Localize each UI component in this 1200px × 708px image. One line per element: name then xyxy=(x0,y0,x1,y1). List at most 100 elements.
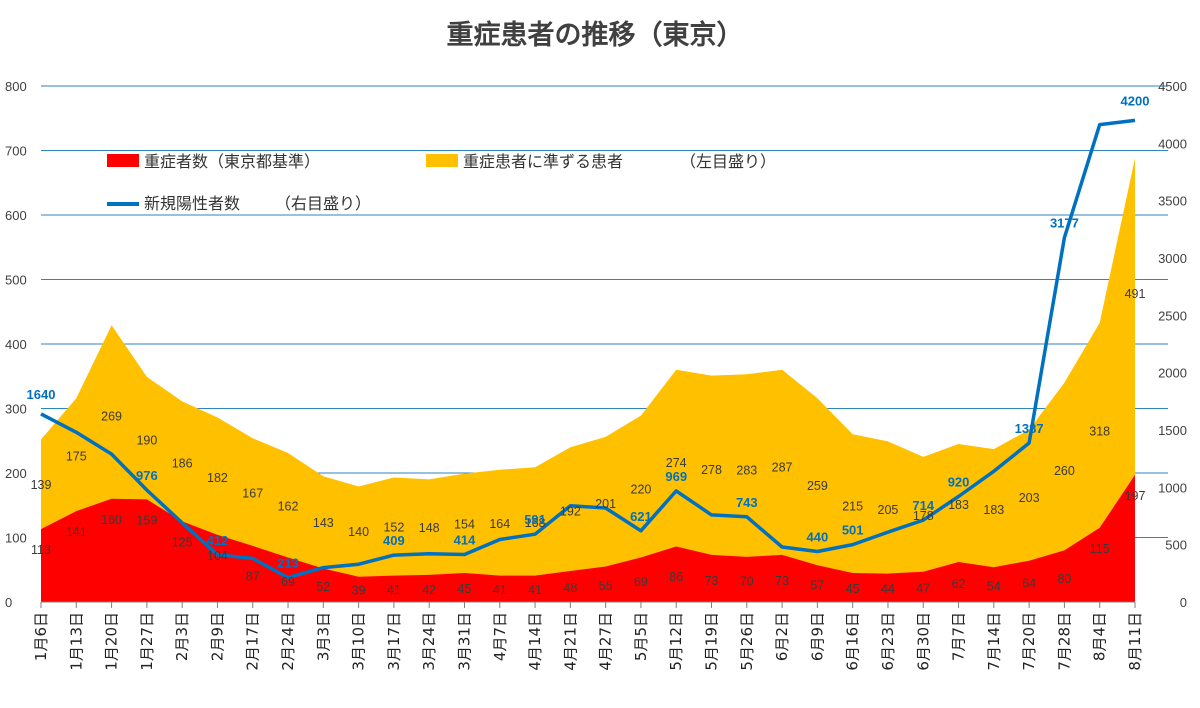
y-right-tick: 4000 xyxy=(1158,136,1187,151)
legend-label-positive: 新規陽性者数 xyxy=(144,194,240,213)
y-right-tick: 500 xyxy=(1165,538,1187,553)
label-quasi: 205 xyxy=(878,503,899,517)
x-tick-label: 6月16日 xyxy=(844,612,862,671)
y-right-tick: 1000 xyxy=(1158,480,1187,495)
label-quasi: 168 xyxy=(525,516,546,530)
x-tick-label: 3月17日 xyxy=(385,612,403,671)
x-tick-label: 1月27日 xyxy=(138,612,156,671)
label-severe: 41 xyxy=(528,583,542,597)
y-left-tick: 200 xyxy=(5,466,27,481)
label-quasi: 140 xyxy=(348,525,369,539)
x-tick-label: 8月4日 xyxy=(1091,612,1109,661)
y-right-tick: 0 xyxy=(1180,595,1187,610)
label-new-positive: 743 xyxy=(736,495,758,510)
label-severe: 73 xyxy=(775,574,789,588)
y-left-tick: 800 xyxy=(5,79,27,94)
label-severe: 41 xyxy=(387,583,401,597)
y-right-tick: 2000 xyxy=(1158,366,1187,381)
label-quasi: 287 xyxy=(772,461,793,475)
label-new-positive: 3177 xyxy=(1050,216,1079,231)
label-severe: 70 xyxy=(740,575,754,589)
label-quasi: 318 xyxy=(1089,425,1110,439)
y-right-tick: 3000 xyxy=(1158,251,1187,266)
label-quasi: 167 xyxy=(242,486,263,500)
x-tick-label: 2月17日 xyxy=(244,612,262,671)
label-new-positive: 213 xyxy=(277,556,299,571)
x-tick-label: 6月23日 xyxy=(879,612,897,671)
x-tick-label: 3月3日 xyxy=(314,612,332,661)
label-quasi: 259 xyxy=(807,479,828,493)
label-quasi: 182 xyxy=(207,471,228,485)
label-quasi: 190 xyxy=(136,433,157,447)
legend-swatch-quasi xyxy=(426,154,458,167)
x-tick-label: 6月30日 xyxy=(914,612,932,671)
x-tick-label: 7月14日 xyxy=(985,612,1003,671)
legend-note-left-axis: （左目盛り） xyxy=(680,152,776,171)
label-quasi: 139 xyxy=(31,478,52,492)
label-quasi: 274 xyxy=(666,456,687,470)
label-quasi: 148 xyxy=(419,521,440,535)
label-new-positive: 976 xyxy=(136,468,158,483)
axes: 0 100 200 300 400 500 600 700 800 0 500 1000 1500 200… xyxy=(5,79,1187,671)
label-new-positive: 414 xyxy=(454,533,476,548)
label-new-positive: 1640 xyxy=(27,387,56,402)
line-new-positive xyxy=(40,118,1136,580)
y-left-tick: 100 xyxy=(5,531,27,546)
label-new-positive: 969 xyxy=(665,469,687,484)
label-new-positive: 501 xyxy=(842,523,864,538)
label-new-positive: 4200 xyxy=(1121,93,1150,108)
x-tick-label: 4月21日 xyxy=(561,612,579,671)
label-severe: 113 xyxy=(31,543,51,557)
label-severe: 45 xyxy=(846,582,860,596)
x-tick-label: 5月26日 xyxy=(738,612,756,671)
label-severe: 69 xyxy=(634,575,648,589)
label-new-positive: 409 xyxy=(383,533,405,548)
y-left-tick: 600 xyxy=(5,208,27,223)
label-quasi: 152 xyxy=(383,520,404,534)
x-tick-label: 6月9日 xyxy=(808,612,826,661)
x-tick-label: 3月24日 xyxy=(420,612,438,671)
label-severe: 44 xyxy=(881,582,895,596)
x-tick-label: 7月20日 xyxy=(1020,612,1038,671)
label-new-positive: 440 xyxy=(807,530,829,545)
x-tick-label: 1月6日 xyxy=(32,612,50,661)
label-quasi: 143 xyxy=(313,516,334,530)
area-series xyxy=(41,158,1135,602)
y-left-tick: 500 xyxy=(5,273,27,288)
legend-swatch-severe xyxy=(107,154,139,167)
label-new-positive: 920 xyxy=(948,475,970,490)
label-quasi: 215 xyxy=(842,500,863,514)
x-tick-label: 5月12日 xyxy=(667,612,685,671)
label-quasi: 192 xyxy=(560,504,581,518)
label-severe: 69 xyxy=(281,575,295,589)
legend-note-right-axis: （右目盛り） xyxy=(275,194,371,213)
label-severe: 159 xyxy=(136,513,157,527)
label-quasi: 260 xyxy=(1054,464,1075,478)
legend-label-quasi: 重症患者に準ずる患者 xyxy=(463,152,623,171)
label-severe: 86 xyxy=(669,570,683,584)
label-severe: 160 xyxy=(101,513,122,527)
x-tick-label: 4月27日 xyxy=(597,612,615,671)
label-severe: 64 xyxy=(1022,576,1036,590)
label-severe: 52 xyxy=(316,580,330,594)
label-quasi: 186 xyxy=(172,456,193,470)
label-new-positive: 591 xyxy=(524,512,546,527)
label-quasi: 201 xyxy=(595,497,616,511)
legend: 重症者数（東京都基準） 重症患者に準ずる患者 （左目盛り） 新規陽性者数 （右目… xyxy=(107,152,776,213)
label-new-positive: 714 xyxy=(912,498,934,513)
label-quasi: 220 xyxy=(631,483,652,497)
y-right-tick: 1500 xyxy=(1158,423,1187,438)
x-tick-label: 4月14日 xyxy=(526,612,544,671)
x-tick-label: 7月7日 xyxy=(950,612,968,661)
label-severe: 39 xyxy=(352,584,366,598)
x-tick-label: 2月24日 xyxy=(279,612,297,671)
x-tick-label: 1月13日 xyxy=(67,612,85,671)
label-quasi: 491 xyxy=(1125,287,1146,301)
area-quasi-severe xyxy=(41,158,1135,602)
label-quasi: 162 xyxy=(278,499,299,513)
x-tick-label: 2月3日 xyxy=(173,612,191,661)
label-severe: 87 xyxy=(246,570,260,584)
label-quasi: 203 xyxy=(1019,491,1040,505)
